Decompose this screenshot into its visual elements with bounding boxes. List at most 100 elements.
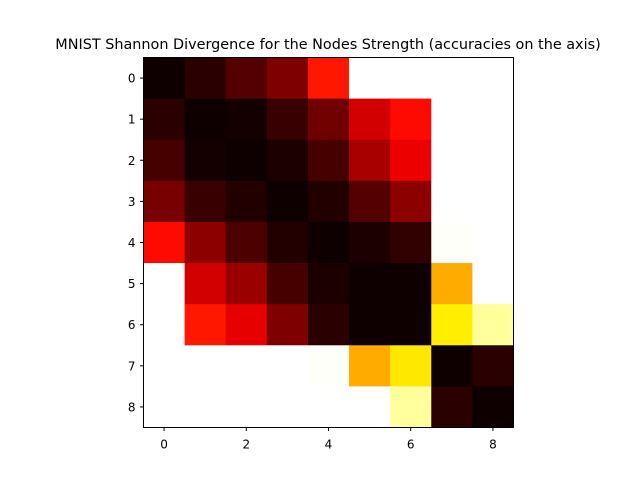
heatmap-cell-6-4 xyxy=(307,304,350,346)
heatmap-cell-3-6 xyxy=(390,180,432,223)
heatmap-cell-0-4 xyxy=(307,57,350,100)
heatmap-cell-7-8 xyxy=(472,345,514,387)
y-tick-label: 2 xyxy=(128,154,136,168)
heatmap-cell-7-7 xyxy=(431,345,473,387)
heatmap-cell-2-4 xyxy=(307,139,350,182)
heatmap-cell-1-7 xyxy=(431,98,473,141)
heatmap-cell-4-5 xyxy=(349,221,391,264)
heatmap-cell-5-4 xyxy=(307,263,350,305)
heatmap-cell-8-7 xyxy=(431,386,473,428)
y-tick-label: 1 xyxy=(128,113,136,127)
heatmap-cell-5-3 xyxy=(266,263,309,305)
heatmap-cell-8-2 xyxy=(225,386,268,428)
heatmap-cell-6-2 xyxy=(225,304,268,346)
heatmap-cell-8-1 xyxy=(184,386,227,428)
heatmap-cell-8-8 xyxy=(472,386,514,428)
x-tick-label: 4 xyxy=(325,438,333,452)
y-tick-label: 7 xyxy=(128,359,136,373)
heatmap-cell-2-1 xyxy=(184,139,227,182)
chart-title: MNIST Shannon Divergence for the Nodes S… xyxy=(55,37,600,53)
heatmap-cell-6-1 xyxy=(184,304,227,346)
heatmap-cell-2-0 xyxy=(143,139,186,182)
heatmap-cell-2-2 xyxy=(225,139,268,182)
heatmap-cell-2-3 xyxy=(266,139,309,182)
heatmap-cell-3-4 xyxy=(307,180,350,223)
heatmap-cell-2-6 xyxy=(390,139,432,182)
heatmap-cell-4-1 xyxy=(184,221,227,264)
heatmap-cell-3-1 xyxy=(184,180,227,223)
heatmap-cell-3-5 xyxy=(349,180,391,223)
heatmap-cell-1-3 xyxy=(266,98,309,141)
heatmap-cell-3-0 xyxy=(143,180,186,223)
heatmap-cell-3-7 xyxy=(431,180,473,223)
y-tick-label: 5 xyxy=(128,277,136,291)
heatmap-cell-1-8 xyxy=(472,98,514,141)
heatmap-cell-0-3 xyxy=(266,57,309,100)
heatmap-cell-6-6 xyxy=(390,304,432,346)
heatmap-cell-0-2 xyxy=(225,57,268,100)
heatmap-cell-4-4 xyxy=(307,221,350,264)
heatmap-cell-0-8 xyxy=(472,57,514,100)
heatmap-cell-1-4 xyxy=(307,98,350,141)
heatmap-cell-5-0 xyxy=(143,263,186,305)
heatmap-cell-7-1 xyxy=(184,345,227,387)
heatmap-cell-7-0 xyxy=(143,345,186,387)
heatmap-cell-7-2 xyxy=(225,345,268,387)
heatmap-cell-5-6 xyxy=(390,263,432,305)
heatmap-cell-1-5 xyxy=(349,98,391,141)
y-tick-label: 8 xyxy=(128,400,136,414)
heatmap-cell-4-8 xyxy=(472,221,514,264)
heatmap-cell-5-5 xyxy=(349,263,391,305)
heatmap-cell-4-0 xyxy=(143,221,186,264)
heatmap-cell-6-5 xyxy=(349,304,391,346)
heatmap-cell-8-5 xyxy=(349,386,391,428)
y-tick-label: 3 xyxy=(128,195,136,209)
heatmap-cell-3-8 xyxy=(472,180,514,223)
y-tick-label: 4 xyxy=(128,236,136,250)
x-tick-label: 6 xyxy=(407,438,415,452)
heatmap-cell-4-2 xyxy=(225,221,268,264)
heatmap-cell-8-6 xyxy=(390,386,432,428)
heatmap-cell-1-2 xyxy=(225,98,268,141)
x-tick-label: 2 xyxy=(242,438,250,452)
heatmap-cell-0-7 xyxy=(431,57,473,100)
heatmap-cell-6-8 xyxy=(472,304,514,346)
heatmap-cell-1-0 xyxy=(143,98,186,141)
heatmap-cell-0-0 xyxy=(143,57,186,100)
heatmap-cell-7-6 xyxy=(390,345,432,387)
heatmap-cell-1-6 xyxy=(390,98,432,141)
heatmap-cell-0-6 xyxy=(390,57,432,100)
heatmap-cell-3-2 xyxy=(225,180,268,223)
x-tick-label: 0 xyxy=(160,438,168,452)
heatmap-cell-4-3 xyxy=(266,221,309,264)
heatmap-cell-8-0 xyxy=(143,386,186,428)
heatmap-cell-0-5 xyxy=(349,57,391,100)
x-axis-ticks: 0 2 4 6 8 xyxy=(160,427,497,452)
heatmap-cell-6-3 xyxy=(266,304,309,346)
y-tick-label: 6 xyxy=(128,318,136,332)
heatmap-cell-2-5 xyxy=(349,139,391,182)
heatmap-cell-2-7 xyxy=(431,139,473,182)
heatmap-cell-5-7 xyxy=(431,263,473,305)
heatmap-cell-2-8 xyxy=(472,139,514,182)
y-axis-ticks: 0 1 2 3 4 5 6 7 8 xyxy=(128,72,144,414)
heatmap-cell-1-1 xyxy=(184,98,227,141)
y-tick-label: 0 xyxy=(128,72,136,86)
heatmap-cell-5-2 xyxy=(225,263,268,305)
heatmap-cell-8-4 xyxy=(307,386,350,428)
heatmap-cell-0-1 xyxy=(184,57,227,100)
heatmap-cell-8-3 xyxy=(266,386,309,428)
heatmap-cells xyxy=(143,57,514,428)
heatmap-cell-4-6 xyxy=(390,221,432,264)
heatmap-cell-5-8 xyxy=(472,263,514,305)
heatmap-cell-7-5 xyxy=(349,345,391,387)
heatmap-cell-3-3 xyxy=(266,180,309,223)
heatmap-cell-4-7 xyxy=(431,221,473,264)
heatmap-cell-7-4 xyxy=(307,345,350,387)
heatmap-cell-7-3 xyxy=(266,345,309,387)
heatmap-cell-5-1 xyxy=(184,263,227,305)
x-tick-label: 8 xyxy=(489,438,497,452)
heatmap-cell-6-0 xyxy=(143,304,186,346)
